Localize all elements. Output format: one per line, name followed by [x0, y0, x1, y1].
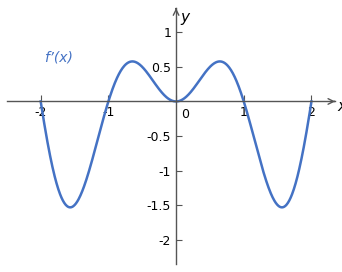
Text: f’(x): f’(x)	[44, 51, 73, 65]
Text: 0: 0	[181, 108, 189, 121]
Text: x: x	[337, 99, 342, 114]
Text: y: y	[181, 10, 190, 24]
